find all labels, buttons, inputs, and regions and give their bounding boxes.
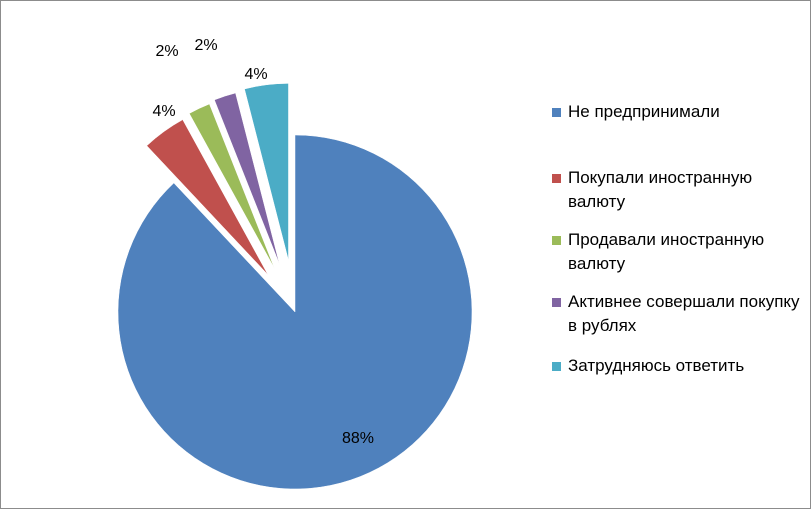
legend-label-0: Не предпринимали: [568, 102, 720, 121]
legend-swatch-3: [552, 298, 561, 307]
legend-swatch-0: [552, 108, 561, 117]
legend-swatch-1: [552, 174, 561, 183]
data-labels: 88% 4% 2% 2% 4%: [152, 37, 374, 447]
data-label-0: 88%: [342, 430, 374, 447]
pie-slice-1: [146, 119, 269, 275]
data-label-2: 2%: [155, 43, 178, 60]
legend-swatch-4: [552, 362, 561, 371]
pie-slice-3: [214, 92, 280, 265]
pie-slices: [117, 83, 473, 490]
legend-label-2: Продавали иностранную валюту: [568, 230, 765, 273]
data-label-4: 4%: [244, 66, 267, 83]
data-label-1: 4%: [152, 103, 175, 120]
data-label-3: 2%: [194, 37, 217, 54]
pie-slice-0: [117, 134, 473, 490]
legend-label-1: Покупали иностранную валюту: [568, 168, 753, 211]
pie-slice-4: [244, 83, 289, 261]
legend-label-4: Затрудняюсь ответить: [568, 356, 745, 375]
legend-swatch-2: [552, 236, 561, 245]
pie-slice-2: [188, 103, 275, 269]
legend-label-3: Активнее совершали покупку в рублях: [568, 292, 800, 335]
